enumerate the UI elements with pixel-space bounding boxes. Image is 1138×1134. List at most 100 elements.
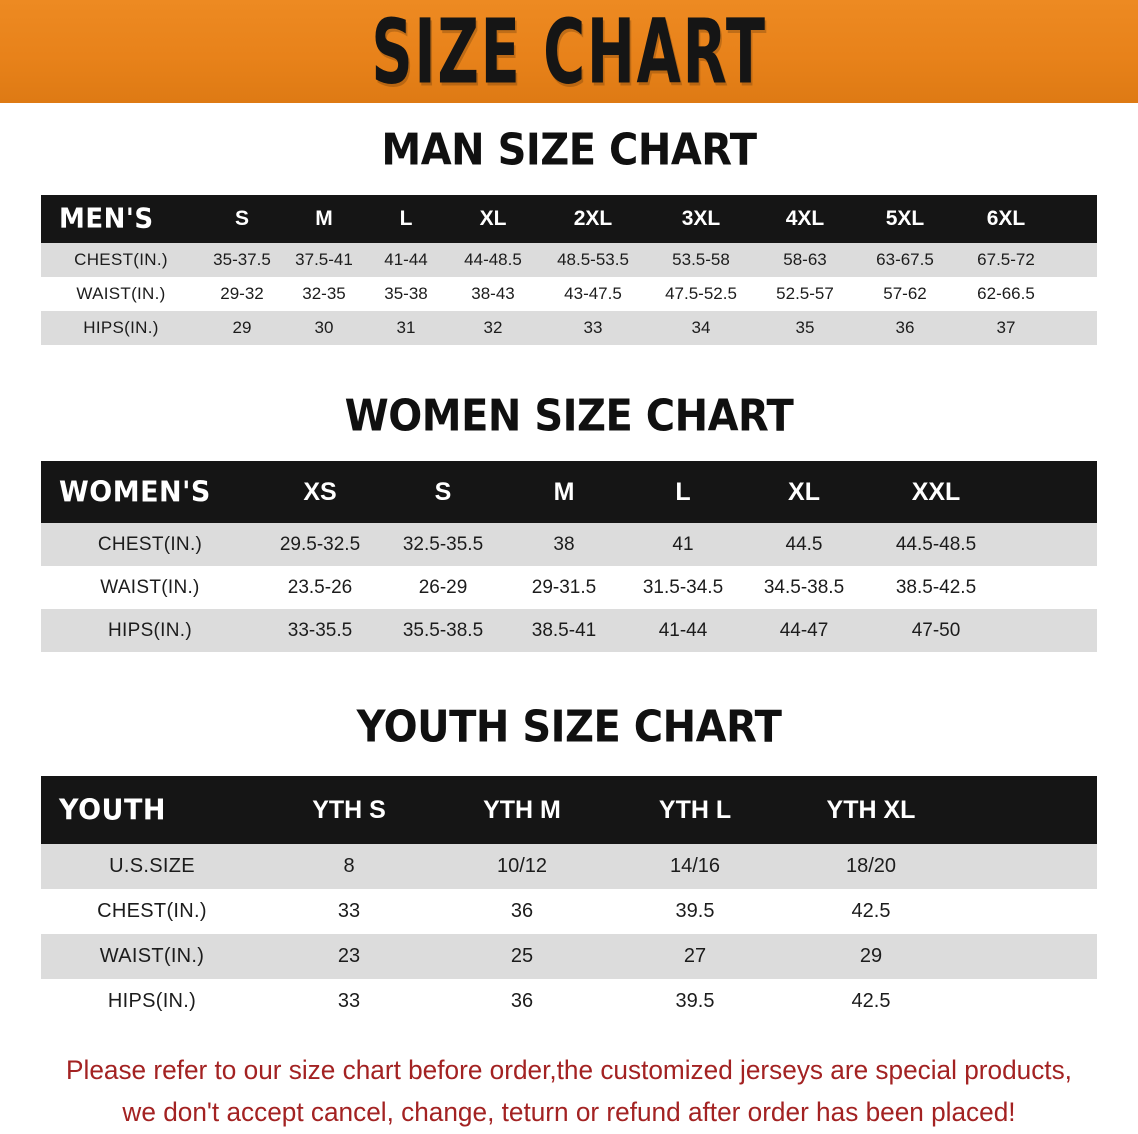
man-row-waist: WAIST(IN.) 29-32 32-35 35-38 38-43 43-47… xyxy=(41,277,1097,311)
man-hips-3xl: 34 xyxy=(691,318,711,337)
women-header-lead: WOMEN'S xyxy=(59,475,211,509)
man-header-lead: MEN'S xyxy=(59,203,154,235)
women-row-chest: CHEST(IN.) 29.5-32.5 32.5-35.5 38 41 44.… xyxy=(41,523,1097,566)
youth-row-waist: WAIST(IN.) 23 25 27 29 xyxy=(41,934,1097,979)
notice-line-1: Please refer to our size chart before or… xyxy=(66,1055,1072,1085)
youth-hips-yth-l: 39.5 xyxy=(675,990,715,1012)
youth-row-label-waist: WAIST(IN.) xyxy=(99,945,205,967)
youth-us-size-yth-m: 10/12 xyxy=(496,855,548,877)
youth-chest-yth-l: 39.5 xyxy=(675,900,715,922)
man-chest-pad xyxy=(1057,243,1097,277)
man-waist-4xl: 52.5-57 xyxy=(776,284,834,303)
man-waist-m: 32-35 xyxy=(302,284,346,303)
man-hips-2xl: 33 xyxy=(583,318,603,337)
man-chest-4xl: 58-63 xyxy=(783,250,827,269)
man-hips-l: 31 xyxy=(396,318,416,337)
man-header-col-pad xyxy=(1057,195,1097,243)
women-hips-l: 41-44 xyxy=(658,619,708,641)
youth-section-title: YOUTH SIZE CHART xyxy=(356,701,782,753)
youth-us-size-pad xyxy=(961,844,1097,889)
youth-header-lead: YOUTH xyxy=(59,793,166,827)
man-header-col-xl: XL xyxy=(479,207,507,230)
man-chest-m: 37.5-41 xyxy=(295,250,353,269)
man-chest-l: 41-44 xyxy=(384,250,428,269)
man-waist-pad xyxy=(1057,277,1097,311)
youth-row-hips: HIPS(IN.) 33 36 39.5 42.5 xyxy=(41,979,1097,1024)
women-row-label-chest: CHEST(IN.) xyxy=(97,533,203,555)
youth-hips-pad xyxy=(961,979,1097,1024)
man-hips-m: 30 xyxy=(314,318,334,337)
youth-waist-pad xyxy=(961,934,1097,979)
women-header-col-xl: XL xyxy=(788,477,820,506)
women-chest-xl: 44.5 xyxy=(785,533,823,555)
man-row-hips: HIPS(IN.) 29 30 31 32 33 34 35 36 37 xyxy=(41,311,1097,345)
man-header-col-2xl: 2XL xyxy=(573,207,613,230)
man-waist-2xl: 43-47.5 xyxy=(564,284,622,303)
women-row-label-hips: HIPS(IN.) xyxy=(108,619,192,641)
man-waist-6xl: 62-66.5 xyxy=(977,284,1035,303)
women-section-title: WOMEN SIZE CHART xyxy=(344,390,794,442)
man-chest-s: 35-37.5 xyxy=(213,250,271,269)
women-chest-xs: 29.5-32.5 xyxy=(279,533,361,555)
man-waist-3xl: 47.5-52.5 xyxy=(665,284,737,303)
man-waist-s: 29-32 xyxy=(220,284,264,303)
man-header-col-m: M xyxy=(315,207,333,230)
women-hips-m: 38.5-41 xyxy=(531,619,597,641)
women-waist-xxl: 38.5-42.5 xyxy=(895,576,977,598)
women-hips-xl: 44-47 xyxy=(779,619,829,641)
youth-waist-yth-s: 23 xyxy=(337,945,361,967)
youth-row-label-hips: HIPS(IN.) xyxy=(107,990,197,1012)
women-header-col-m: M xyxy=(553,477,575,506)
man-section-title: MAN SIZE CHART xyxy=(381,124,757,176)
youth-waist-yth-xl: 29 xyxy=(859,945,883,967)
man-waist-l: 35-38 xyxy=(384,284,428,303)
man-waist-5xl: 57-62 xyxy=(883,284,927,303)
man-chest-xl: 44-48.5 xyxy=(464,250,522,269)
women-hips-xxl: 47-50 xyxy=(911,619,961,641)
return-policy-notice: Please refer to our size chart before or… xyxy=(55,1050,1083,1134)
banner-title: SIZE CHART xyxy=(371,0,767,104)
man-header-col-s: S xyxy=(234,207,249,230)
women-waist-pad xyxy=(1007,566,1097,609)
youth-chest-pad xyxy=(961,889,1097,934)
youth-hips-yth-s: 33 xyxy=(337,990,361,1012)
women-row-label-waist: WAIST(IN.) xyxy=(100,576,200,598)
youth-waist-yth-m: 25 xyxy=(510,945,534,967)
youth-size-table: YOUTH YTH S YTH M YTH L YTH XL U.S.SIZE … xyxy=(41,776,1097,1024)
youth-row-chest: CHEST(IN.) 33 36 39.5 42.5 xyxy=(41,889,1097,934)
man-header-col-5xl: 5XL xyxy=(885,207,925,230)
man-header-col-3xl: 3XL xyxy=(681,207,721,230)
man-row-chest: CHEST(IN.) 35-37.5 37.5-41 41-44 44-48.5… xyxy=(41,243,1097,277)
youth-header-col-pad xyxy=(961,776,1097,844)
youth-us-size-yth-l: 14/16 xyxy=(669,855,721,877)
youth-size-table-wrap: YOUTH YTH S YTH M YTH L YTH XL U.S.SIZE … xyxy=(41,776,1097,1024)
women-header-col-xxl: XXL xyxy=(911,477,961,506)
women-header-col-s: S xyxy=(434,477,452,506)
women-size-table-wrap: WOMEN'S XS S M L XL XXL CHEST(IN.) 29.5-… xyxy=(41,461,1097,652)
man-header-col-4xl: 4XL xyxy=(785,207,825,230)
women-waist-xs: 23.5-26 xyxy=(287,576,353,598)
women-header-col-xs: XS xyxy=(303,477,337,506)
page-banner: SIZE CHART xyxy=(0,0,1138,103)
women-chest-l: 41 xyxy=(672,533,694,555)
women-waist-xl: 34.5-38.5 xyxy=(763,576,845,598)
women-chest-pad xyxy=(1007,523,1097,566)
man-chest-2xl: 48.5-53.5 xyxy=(557,250,629,269)
man-table-header-row: MEN'S S M L XL 2XL 3XL 4XL 5XL 6XL xyxy=(41,195,1097,243)
women-row-waist: WAIST(IN.) 23.5-26 26-29 29-31.5 31.5-34… xyxy=(41,566,1097,609)
women-row-hips: HIPS(IN.) 33-35.5 35.5-38.5 38.5-41 41-4… xyxy=(41,609,1097,652)
youth-header-col-yth-s: YTH S xyxy=(312,795,386,824)
women-table-header-row: WOMEN'S XS S M L XL XXL xyxy=(41,461,1097,523)
man-chest-3xl: 53.5-58 xyxy=(672,250,730,269)
women-chest-s: 32.5-35.5 xyxy=(402,533,484,555)
women-hips-s: 35.5-38.5 xyxy=(402,619,484,641)
youth-row-label-us-size: U.S.SIZE xyxy=(109,855,195,877)
man-hips-6xl: 37 xyxy=(996,318,1016,337)
women-header-col-pad xyxy=(1007,461,1097,523)
man-size-table: MEN'S S M L XL 2XL 3XL 4XL 5XL 6XL CHEST… xyxy=(41,195,1097,345)
youth-us-size-yth-xl: 18/20 xyxy=(845,855,897,877)
man-row-label-hips: HIPS(IN.) xyxy=(83,318,159,337)
notice-line-2: we don't accept cancel, change, teturn o… xyxy=(122,1096,1016,1127)
women-hips-pad xyxy=(1007,609,1097,652)
man-chest-6xl: 67.5-72 xyxy=(977,250,1035,269)
